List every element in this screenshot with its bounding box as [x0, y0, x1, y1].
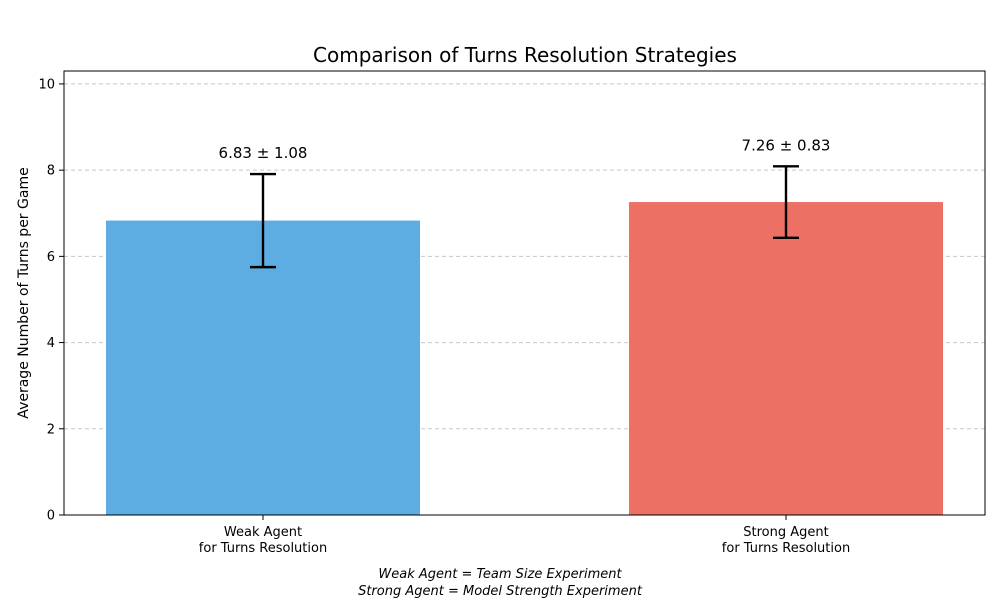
y-tick-label-0: 0 [47, 509, 55, 524]
x-category-label-0-1: for Turns Resolution [199, 541, 327, 556]
footnote-0: Weak Agent = Team Size Experiment [378, 567, 622, 582]
y-tick-label-4: 4 [47, 336, 55, 351]
footnote-1: Strong Agent = Model Strength Experiment [358, 584, 643, 599]
x-category-label-1-1: for Turns Resolution [722, 541, 850, 556]
data-labels: 6.83 ± 1.08 7.26 ± 0.83 [219, 136, 831, 162]
y-tick-label-6: 6 [47, 250, 55, 265]
footnotes: Weak Agent = Team Size Experiment Strong … [358, 567, 643, 599]
y-tick-label-8: 8 [47, 164, 55, 179]
chart-title: Comparison of Turns Resolution Strategie… [313, 43, 737, 67]
data-label-1: 7.26 ± 0.83 [742, 136, 831, 154]
bar-0 [106, 220, 420, 516]
x-category-label-1-0: Strong Agent [743, 525, 828, 540]
x-category-label-0-0: Weak Agent [224, 525, 302, 540]
y-axis-ticks: 0 2 4 6 8 10 [38, 77, 64, 524]
y-tick-label-10: 10 [38, 77, 55, 92]
y-tick-label-2: 2 [47, 422, 55, 437]
bar-1 [629, 202, 943, 515]
data-label-0: 6.83 ± 1.08 [219, 144, 308, 162]
y-axis-label: Average Number of Turns per Game [16, 167, 32, 418]
error-bars [250, 165, 799, 269]
bars [106, 202, 943, 516]
axes-frame [63, 70, 986, 516]
